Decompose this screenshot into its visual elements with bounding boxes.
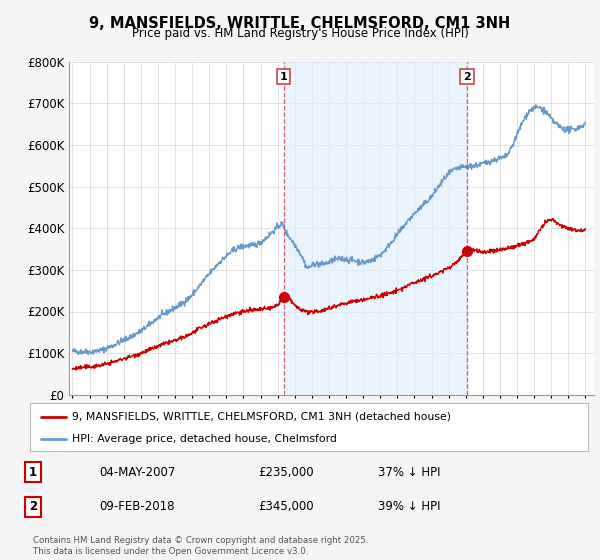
Text: 9, MANSFIELDS, WRITTLE, CHELMSFORD, CM1 3NH: 9, MANSFIELDS, WRITTLE, CHELMSFORD, CM1 … — [89, 16, 511, 31]
Text: 37% ↓ HPI: 37% ↓ HPI — [378, 465, 440, 479]
Bar — [284, 62, 467, 395]
Text: Contains HM Land Registry data © Crown copyright and database right 2025.
This d: Contains HM Land Registry data © Crown c… — [33, 536, 368, 556]
Text: £235,000: £235,000 — [258, 465, 314, 479]
Text: 1: 1 — [29, 465, 37, 479]
Text: £345,000: £345,000 — [258, 500, 314, 514]
Text: HPI: Average price, detached house, Chelmsford: HPI: Average price, detached house, Chel… — [72, 434, 337, 444]
Text: 09-FEB-2018: 09-FEB-2018 — [99, 500, 175, 514]
Text: Price paid vs. HM Land Registry's House Price Index (HPI): Price paid vs. HM Land Registry's House … — [131, 27, 469, 40]
Text: 9, MANSFIELDS, WRITTLE, CHELMSFORD, CM1 3NH (detached house): 9, MANSFIELDS, WRITTLE, CHELMSFORD, CM1 … — [72, 412, 451, 422]
Text: 04-MAY-2007: 04-MAY-2007 — [99, 465, 175, 479]
Text: 2: 2 — [29, 500, 37, 514]
Text: 2: 2 — [463, 72, 471, 82]
Text: 39% ↓ HPI: 39% ↓ HPI — [378, 500, 440, 514]
Text: 1: 1 — [280, 72, 287, 82]
